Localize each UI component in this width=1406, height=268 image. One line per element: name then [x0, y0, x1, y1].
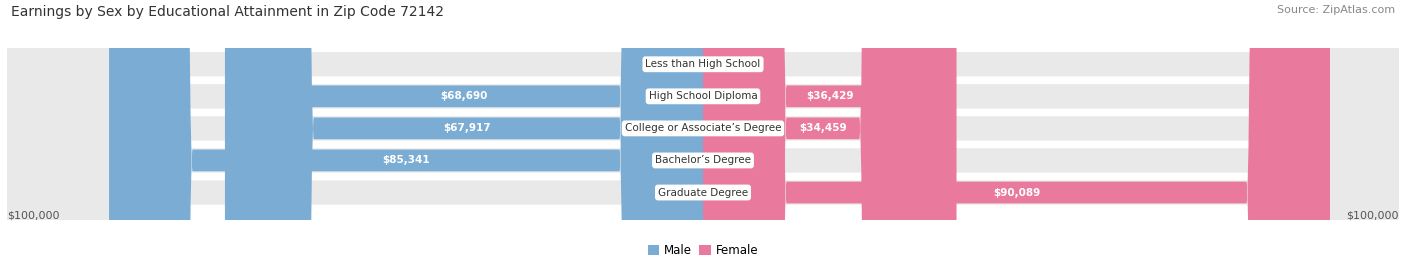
FancyBboxPatch shape	[7, 0, 1399, 268]
FancyBboxPatch shape	[110, 0, 703, 268]
Text: $100,000: $100,000	[1347, 211, 1399, 221]
Text: $85,341: $85,341	[382, 155, 430, 165]
Text: $0: $0	[724, 155, 737, 165]
Text: Bachelor’s Degree: Bachelor’s Degree	[655, 155, 751, 165]
Legend: Male, Female: Male, Female	[643, 239, 763, 262]
Text: $67,917: $67,917	[443, 123, 491, 133]
FancyBboxPatch shape	[703, 0, 956, 268]
FancyBboxPatch shape	[7, 0, 1399, 268]
Text: $36,429: $36,429	[806, 91, 853, 101]
Text: Less than High School: Less than High School	[645, 59, 761, 69]
Text: $0: $0	[669, 188, 682, 198]
FancyBboxPatch shape	[231, 0, 703, 268]
Text: $34,459: $34,459	[799, 123, 846, 133]
Text: $0: $0	[669, 59, 682, 69]
Text: Source: ZipAtlas.com: Source: ZipAtlas.com	[1277, 5, 1395, 15]
Text: $0: $0	[724, 59, 737, 69]
Text: Earnings by Sex by Educational Attainment in Zip Code 72142: Earnings by Sex by Educational Attainmen…	[11, 5, 444, 19]
Text: Graduate Degree: Graduate Degree	[658, 188, 748, 198]
FancyBboxPatch shape	[7, 0, 1399, 268]
Text: High School Diploma: High School Diploma	[648, 91, 758, 101]
FancyBboxPatch shape	[225, 0, 703, 268]
Text: $100,000: $100,000	[7, 211, 59, 221]
FancyBboxPatch shape	[703, 0, 1330, 268]
FancyBboxPatch shape	[703, 0, 943, 268]
Text: $90,089: $90,089	[993, 188, 1040, 198]
FancyBboxPatch shape	[7, 0, 1399, 268]
FancyBboxPatch shape	[7, 0, 1399, 268]
Text: $68,690: $68,690	[440, 91, 488, 101]
Text: College or Associate’s Degree: College or Associate’s Degree	[624, 123, 782, 133]
